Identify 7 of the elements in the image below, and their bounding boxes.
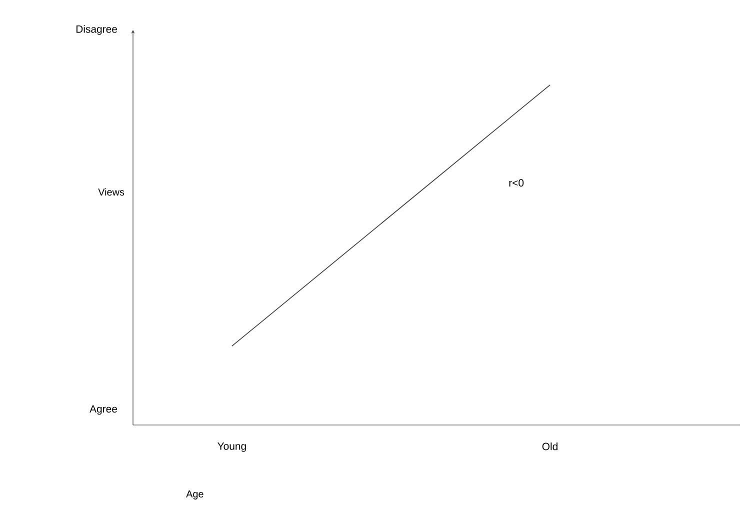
x-tick-label: Old: [542, 442, 558, 450]
text: Agree: [90, 405, 117, 415]
annotation: r<0: [509, 179, 524, 187]
x-tick-label: Young: [218, 442, 246, 452]
y-axis-title: Views: [98, 188, 124, 196]
x-axis-title: Age: [186, 490, 204, 500]
text: Disagree: [76, 25, 117, 35]
